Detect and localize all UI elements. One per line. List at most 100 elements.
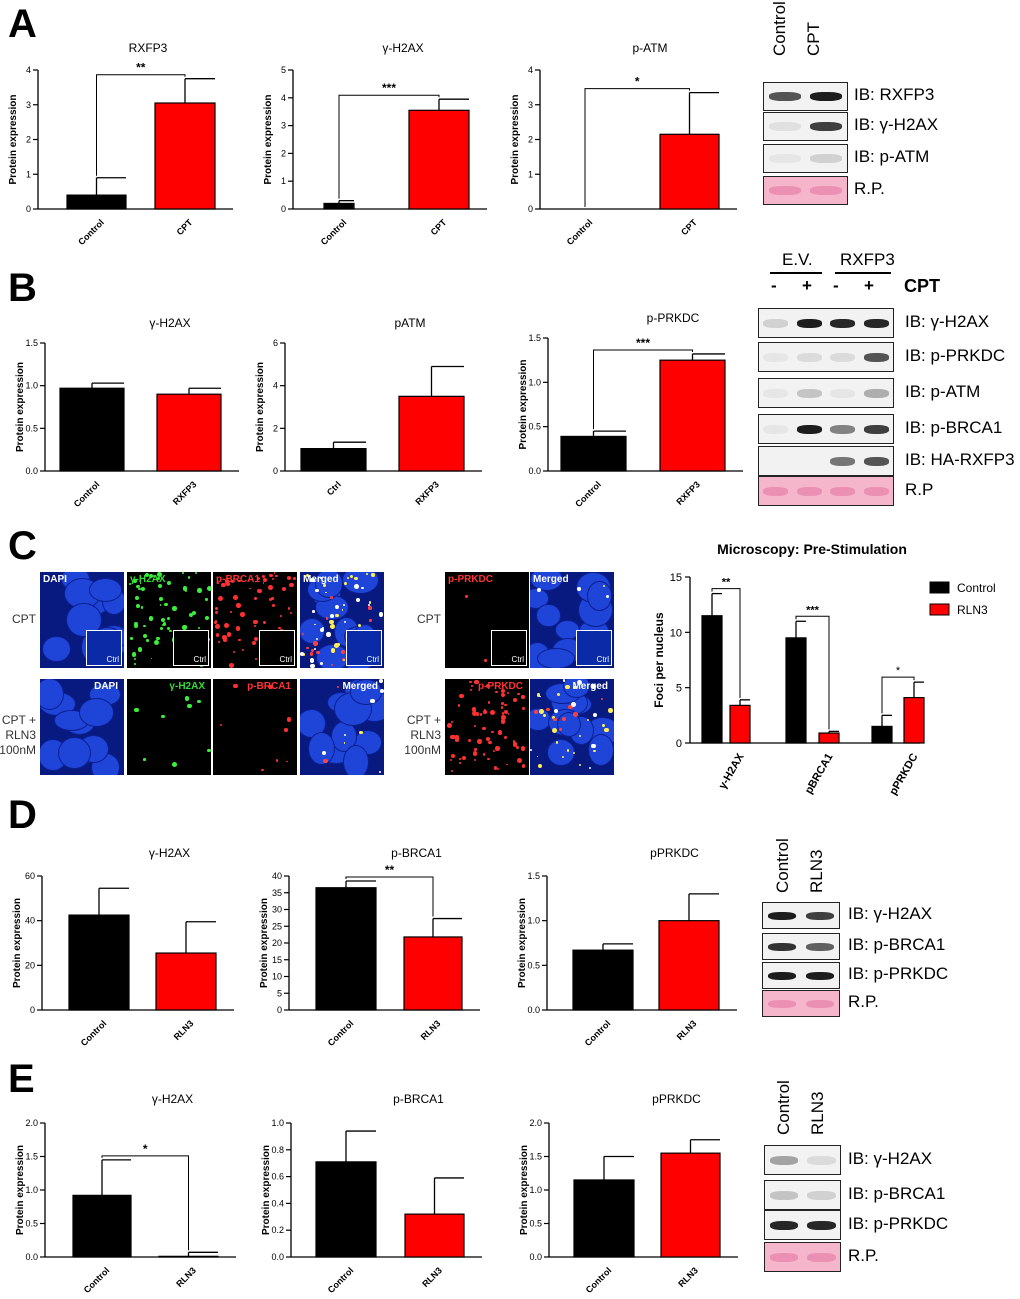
focus-dot: [454, 734, 460, 740]
chart-d1-category-label: RLN3: [172, 1018, 196, 1042]
focus-dot: [330, 624, 336, 630]
focus-dot: [280, 614, 283, 617]
chart-d3-ytick-label: 0.5: [527, 960, 540, 970]
chart-a3-category-label: Control: [565, 217, 595, 247]
focus-dot: [310, 577, 315, 583]
focus-dot: [134, 595, 139, 600]
focus-dot: [552, 716, 556, 720]
focus-dot: [334, 642, 339, 648]
focus-dot: [153, 574, 157, 578]
chart-c1-ytick-label: 15: [670, 572, 682, 584]
chart-b2-title: pATM: [394, 316, 425, 330]
focus-dot: [215, 624, 221, 630]
blot-b-strip: [758, 414, 894, 444]
blot-band: [830, 456, 856, 466]
focus-dot: [323, 584, 327, 588]
micrograph-rln3-prkdc: p-PRKDC: [445, 679, 529, 775]
focus-dot: [576, 586, 581, 591]
chart-d1-bar: [155, 952, 217, 1011]
focus-dot: [487, 701, 491, 704]
focus-dot: [271, 604, 275, 608]
chart-d3-title: pPRKDC: [650, 846, 699, 860]
focus-dot: [204, 615, 210, 621]
focus-dot: [273, 572, 276, 574]
focus-dot: [292, 577, 296, 581]
chart-e2-ytick-label: 0.0: [271, 1252, 284, 1262]
focus-dot: [161, 617, 166, 622]
focus-dot: [500, 701, 504, 705]
chart-c1-legend-label: RLN3: [957, 603, 988, 617]
blot-band: [810, 122, 842, 132]
focus-dot: [343, 742, 346, 744]
focus-dot: [593, 749, 596, 753]
focus-dot: [566, 749, 570, 752]
chart-b3-ylabel: Protein expression: [518, 359, 529, 449]
focus-dot: [521, 763, 526, 768]
blot-b-treatment-label: CPT: [904, 276, 940, 296]
focus-dot: [143, 757, 146, 761]
focus-dot: [136, 584, 140, 589]
focus-dot: [474, 748, 477, 751]
focus-dot: [371, 573, 375, 577]
focus-dot: [487, 757, 490, 761]
focus-dot: [357, 623, 362, 628]
focus-dot: [450, 753, 455, 758]
chart-a1-ytick-label: 3: [26, 100, 31, 110]
chart-d1-bar: [68, 914, 130, 1011]
blot-a-row-label: IB: RXFP3: [854, 85, 935, 104]
focus-dot: [354, 584, 360, 590]
blot-d-row-label: IB: p-BRCA1: [848, 935, 946, 954]
chart-e2-bar: [404, 1213, 465, 1258]
focus-dot: [536, 692, 541, 697]
focus-dot: [159, 626, 164, 631]
focus-dot: [471, 685, 473, 687]
chart-a3-ytick-label: 1: [528, 169, 533, 179]
chart-e1-title: γ-H2AX: [152, 1092, 193, 1106]
nucleus: [537, 648, 576, 668]
focus-dot: [268, 573, 273, 578]
focus-dot: [220, 723, 223, 726]
blot-b-strip: [758, 308, 894, 338]
focus-dot: [236, 626, 241, 631]
focus-dot: [542, 713, 547, 718]
focus-dot: [536, 755, 539, 758]
focus-dot: [182, 572, 185, 575]
focus-dot: [497, 768, 500, 771]
focus-dot: [213, 621, 217, 625]
focus-dot: [315, 588, 319, 593]
focus-dot: [457, 704, 461, 707]
channel-label: Merged: [572, 681, 608, 692]
chart-a2-significance-bracket: [338, 94, 440, 199]
channel-label: DAPI: [43, 574, 67, 585]
chart-e1-category-label: Control: [82, 1265, 112, 1295]
focus-dot: [157, 583, 163, 589]
focus-dot: [133, 580, 136, 582]
micrograph-cpt-prkdc: p-PRKDC Ctrl: [445, 572, 529, 668]
focus-dot: [579, 764, 582, 767]
focus-dot: [319, 627, 324, 632]
focus-dot: [488, 740, 492, 745]
chart-a3-ytick-label: 4: [528, 65, 533, 75]
chart-d1-ylabel: Protein expression: [12, 898, 23, 988]
focus-dot: [275, 759, 279, 762]
chart-a2-ytick-label: 0: [281, 204, 286, 214]
chart-a3-ytick-label: 0: [528, 204, 533, 214]
chart-d3-ytick-label: 1.5: [527, 871, 540, 881]
blot-b-row-label: IB: γ-H2AX: [905, 312, 990, 331]
blot-e-strip: [764, 1210, 841, 1240]
blot-d-row-label: IB: p-PRKDC: [848, 964, 949, 983]
blot-band: [807, 1252, 836, 1262]
focus-dot: [551, 728, 557, 734]
micrograph-rln3-merged: Merged: [300, 679, 384, 775]
panel-letter-b: B: [8, 266, 37, 310]
focus-dot: [316, 650, 321, 655]
blot-band: [767, 999, 797, 1008]
focus-dot: [366, 572, 369, 575]
chart-b1-category-label: Control: [72, 479, 102, 509]
focus-dot: [182, 625, 187, 630]
focus-dot: [336, 685, 339, 689]
focus-dot: [309, 652, 314, 656]
nucleus: [546, 739, 575, 767]
focus-dot: [187, 703, 192, 709]
focus-dot: [166, 616, 170, 620]
